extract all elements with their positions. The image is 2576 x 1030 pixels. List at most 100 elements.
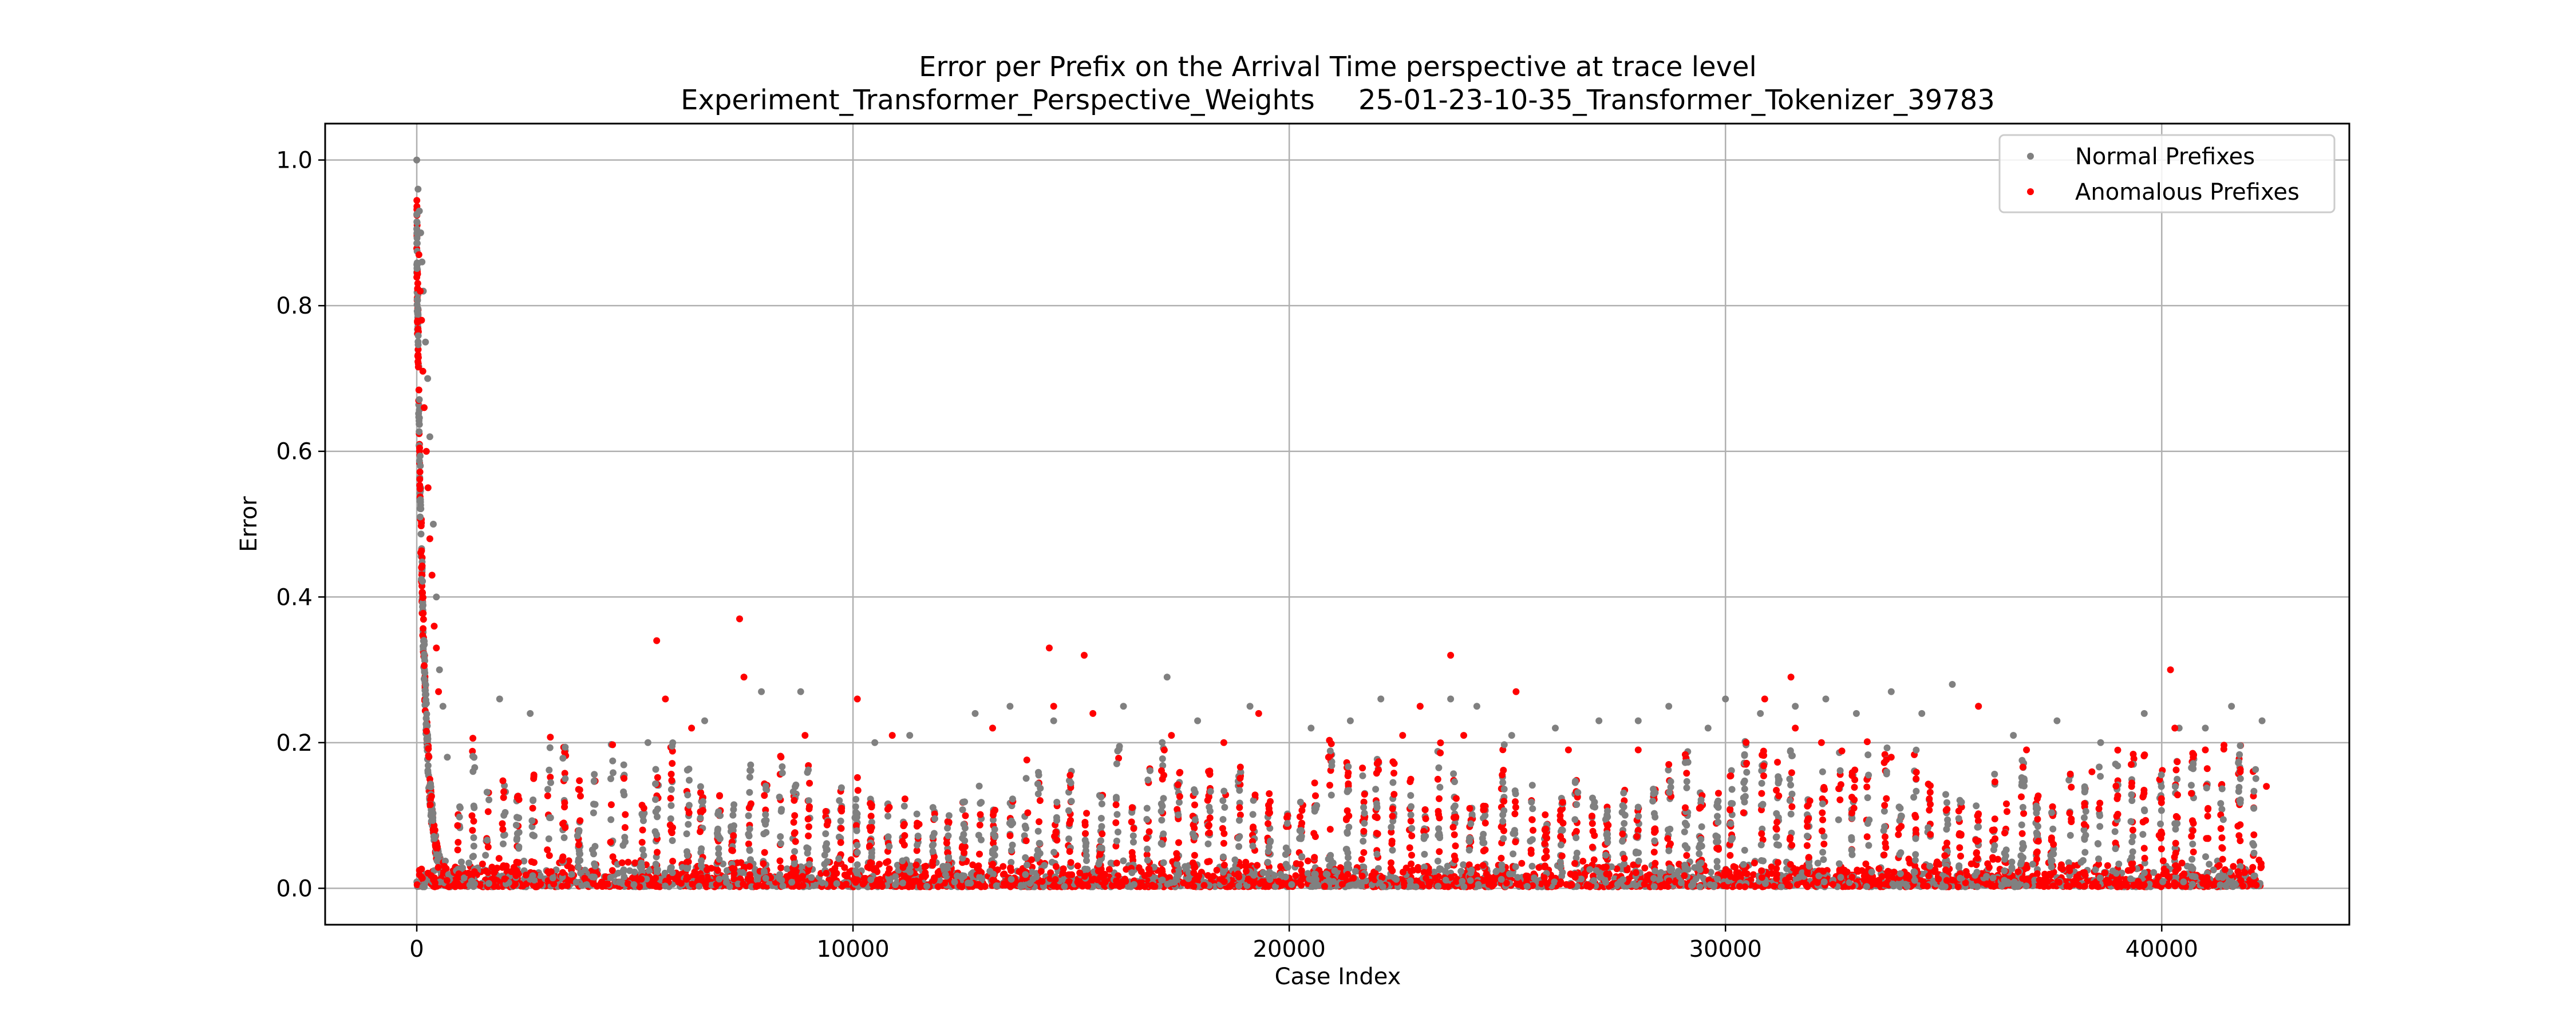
normal-point	[1235, 882, 1243, 890]
normal-point	[607, 816, 615, 823]
anomalous-point	[640, 805, 647, 812]
anomalous-point	[2140, 881, 2148, 889]
normal-point	[638, 863, 645, 870]
anomalous-point	[1275, 878, 1282, 885]
normal-point	[739, 869, 746, 876]
normal-point	[559, 755, 567, 762]
normal-point	[1082, 852, 1090, 859]
normal-point	[1022, 825, 1030, 832]
anomalous-point	[1350, 874, 1357, 882]
normal-point	[1312, 882, 1319, 890]
normal-point	[784, 865, 791, 873]
anomalous-point	[433, 845, 441, 853]
normal-point	[967, 880, 974, 887]
normal-point	[762, 821, 769, 828]
anomalous-point	[2230, 863, 2237, 870]
normal-point	[1036, 839, 1044, 847]
anomalous-point	[609, 867, 616, 874]
normal-point	[547, 814, 554, 821]
anomalous-point	[2058, 861, 2065, 869]
normal-point	[424, 736, 431, 743]
normal-point	[1285, 847, 1291, 855]
anomalous-point	[740, 880, 747, 888]
anomalous-point	[1082, 830, 1089, 837]
normal-point	[1147, 767, 1154, 774]
anomalous-point	[1236, 775, 1244, 782]
normal-point	[682, 865, 690, 872]
anomalous-point	[913, 822, 920, 830]
normal-point	[1174, 861, 1181, 868]
normal-point	[1678, 879, 1685, 886]
anomalous-point	[2162, 867, 2170, 875]
anomalous-point	[790, 819, 797, 826]
normal-point	[805, 797, 812, 805]
anomalous-point	[1022, 837, 1030, 845]
anomalous-point	[976, 821, 983, 829]
normal-point	[413, 218, 421, 225]
anomalous-point	[1786, 882, 1793, 890]
anomalous-point	[1890, 869, 1898, 876]
normal-point	[501, 809, 509, 816]
anomalous-point	[415, 386, 422, 394]
normal-point	[819, 879, 826, 886]
normal-point	[1053, 817, 1061, 824]
normal-point	[422, 681, 429, 688]
normal-point	[1437, 865, 1444, 873]
normal-point	[422, 687, 429, 694]
anomalous-point	[1771, 882, 1777, 890]
anomalous-point	[1296, 813, 1303, 821]
normal-point	[544, 786, 551, 793]
anomalous-point	[1038, 878, 1046, 885]
anomalous-point	[1491, 876, 1498, 884]
normal-point	[1393, 876, 1400, 883]
anomalous-point	[669, 760, 676, 767]
normal-point	[686, 777, 693, 784]
normal-point	[715, 808, 722, 815]
normal-point	[1868, 868, 1875, 876]
anomalous-point	[1884, 873, 1892, 881]
normal-point	[1689, 881, 1697, 889]
normal-point	[1144, 845, 1151, 853]
normal-point	[1762, 880, 1769, 888]
anomalous-point	[2215, 862, 2223, 869]
normal-point	[683, 830, 690, 838]
normal-point	[620, 788, 627, 795]
anomalous-point	[929, 862, 937, 869]
anomalous-point	[2166, 874, 2173, 881]
normal-point	[591, 843, 599, 850]
anomalous-point	[1191, 801, 1198, 809]
anomalous-point	[1298, 882, 1305, 889]
anomalous-point	[1266, 809, 1273, 817]
normal-point	[2159, 878, 2167, 885]
normal-point	[1207, 788, 1214, 795]
normal-point	[1206, 803, 1213, 811]
anomalous-point	[838, 805, 846, 812]
normal-point	[546, 744, 554, 751]
anomalous-point	[806, 803, 813, 810]
anomalous-point	[1641, 864, 1649, 871]
normal-point	[560, 834, 568, 841]
anomalous-point	[1298, 867, 1305, 874]
normal-point	[1777, 883, 1785, 890]
normal-point	[416, 396, 423, 403]
anomalous-point	[1037, 867, 1045, 875]
anomalous-point	[491, 869, 498, 877]
normal-point	[639, 846, 646, 853]
anomalous-point	[989, 877, 996, 884]
normal-point	[991, 833, 999, 840]
anomalous-point	[1312, 792, 1319, 799]
normal-point	[414, 332, 422, 339]
anomalous-point	[479, 860, 486, 867]
anomalous-point	[868, 824, 875, 831]
anomalous-point	[1081, 821, 1089, 829]
normal-point	[899, 880, 907, 887]
anomalous-point	[1067, 859, 1074, 866]
anomalous-point	[484, 808, 492, 815]
normal-point	[942, 871, 949, 878]
normal-point	[2008, 858, 2016, 866]
normal-point	[1236, 817, 1243, 824]
anomalous-point	[1128, 849, 1136, 856]
normal-point	[1969, 882, 1976, 889]
normal-point	[1113, 760, 1120, 767]
anomalous-point	[484, 843, 492, 851]
